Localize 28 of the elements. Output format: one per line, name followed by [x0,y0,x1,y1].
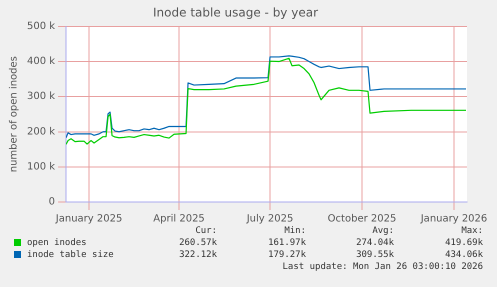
text: Min: [284,226,306,236]
y-tick-label: 200 k [26,126,56,138]
text: Last update: Mon Jan 26 03:00:10 2026 [282,262,483,272]
x-tick-label: January 2025 [54,214,122,225]
x-tick-label: October 2025 [328,214,396,225]
legend-label: open inodes [26,238,87,248]
chart-title: Inode table usage - by year [153,5,318,20]
text: 260.57k [179,238,217,248]
text: 179.27k [268,250,306,260]
text: Max: [461,226,483,236]
x-tick-label: April 2025 [153,214,205,225]
y-tick-label: 400 k [26,56,56,68]
legend-label: inode table size [26,250,114,260]
y-tick-label: 300 k [26,91,56,102]
y-tick-label: 0 [48,196,56,208]
text: 434.06k [445,250,483,260]
y-tick-label: 100 k [26,161,56,172]
text: 309.55k [356,250,394,260]
x-tick-label: January 2026 [420,214,488,225]
text: 274.04k [356,238,394,248]
y-axis-title: number of open inodes [8,56,20,172]
x-tick-label: July 2025 [246,214,294,225]
text: 322.12k [179,250,217,260]
text: Cur: [195,226,217,236]
text: 419.69k [445,238,483,248]
y-tick-label: 500 k [26,20,56,32]
text: 161.97k [268,238,306,248]
text: Avg: [372,226,394,236]
